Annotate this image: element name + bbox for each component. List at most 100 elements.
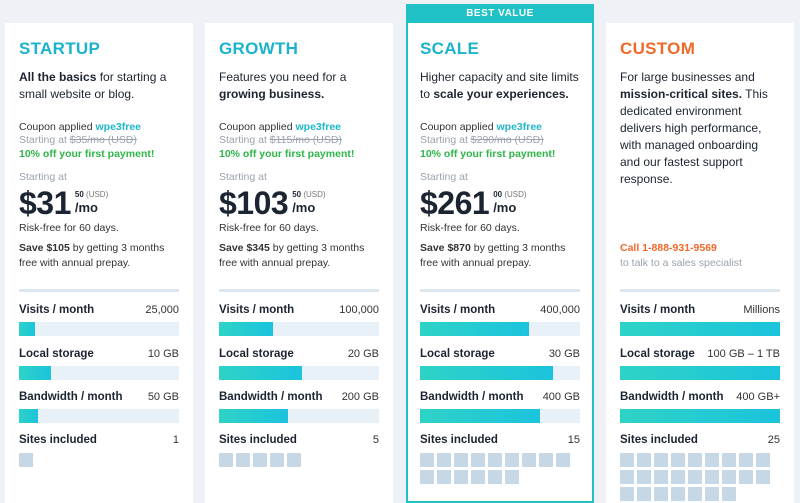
site-block [454,470,468,484]
price: $261 00 (USD) /mo [420,185,527,221]
original-price: Starting at $290/mo (USD) [420,134,544,146]
price: $31 50 (USD) /mo [19,185,109,221]
divider [219,289,379,292]
site-block [556,453,570,467]
plan-description: Features you need for a growing business… [219,70,347,101]
starting-at-label: Starting at [420,171,468,183]
site-block [654,487,668,501]
risk-free-text: Risk-free for 60 days. [19,222,119,234]
metric-bandwidth: Bandwidth / month 50 GB [19,391,179,423]
plan-name: CUSTOM [620,39,696,58]
site-block [420,453,434,467]
plan-card-startup: STARTUP All the basics for starting a sm… [5,23,193,503]
site-block [739,470,753,484]
site-block [722,453,736,467]
site-blocks [420,453,580,484]
annual-savings: Save $345 by getting 3 months free with … [219,242,365,269]
coupon-code: wpe3free [496,121,543,133]
metric-bar [19,366,179,380]
metric-bar [219,322,379,336]
site-block [620,453,634,467]
site-block [471,470,485,484]
phone-link[interactable]: Call 1-888-931-9569 [620,242,717,254]
metric-visits: Visits / month 25,000 [19,304,179,336]
plan-name: GROWTH [219,39,299,58]
site-block [505,453,519,467]
site-block [654,453,668,467]
site-block [505,470,519,484]
site-block [270,453,284,467]
site-blocks [19,453,179,467]
site-block [705,470,719,484]
metric-bar [219,409,379,423]
coupon-code: wpe3free [295,121,342,133]
risk-free-text: Risk-free for 60 days. [420,222,520,234]
site-block [637,453,651,467]
metric-storage: Local storage 10 GB [19,348,179,380]
metric-bar [620,322,780,336]
plan-name: SCALE [420,39,480,58]
original-price: Starting at $35/mo (USD) [19,134,137,146]
plan-name: STARTUP [19,39,101,58]
site-block [287,453,301,467]
metric-bar [420,322,580,336]
price: $103 50 (USD) /mo [219,185,326,221]
site-block [654,470,668,484]
metric-visits: Visits / month Millions [620,304,780,336]
original-price: Starting at $115/mo (USD) [219,134,342,146]
site-block [722,487,736,501]
metric-bar [420,409,580,423]
site-block [454,453,468,467]
site-block [437,453,451,467]
metric-bar [19,322,179,336]
site-block [488,470,502,484]
discount-text: 10% off your first payment! [19,148,155,160]
divider [19,289,179,292]
site-block [236,453,250,467]
site-block [620,470,634,484]
site-block [488,453,502,467]
site-block [756,470,770,484]
plan-card-custom: CUSTOM For large businesses and mission-… [606,23,794,503]
metric-storage: Local storage 30 GB [420,348,580,380]
site-block [420,470,434,484]
sales-contact: Call 1-888-931-9569 to talk to a sales s… [620,241,784,271]
metric-bandwidth: Bandwidth / month 400 GB [420,391,580,423]
plan-card-growth: GROWTH Features you need for a growing b… [205,23,393,503]
best-value-banner: BEST VALUE [406,4,594,23]
plan-description: All the basics for starting a small webs… [19,70,167,101]
site-block [637,487,651,501]
site-block [19,453,33,467]
coupon-code: wpe3free [95,121,142,133]
site-block [688,487,702,501]
metric-storage: Local storage 20 GB [219,348,379,380]
site-block [739,453,753,467]
risk-free-text: Risk-free for 60 days. [219,222,319,234]
plan-description: For large businesses and mission-critica… [620,70,768,186]
plan-card-scale: SCALE Higher capacity and site limits to… [406,23,594,503]
site-block [437,470,451,484]
site-block [705,453,719,467]
coupon-line: Coupon applied wpe3free [19,121,142,133]
metric-bar [620,366,780,380]
coupon-line: Coupon applied wpe3free [219,121,342,133]
starting-at-label: Starting at [19,171,67,183]
coupon-line: Coupon applied wpe3free [420,121,543,133]
metric-visits: Visits / month 400,000 [420,304,580,336]
site-blocks [620,453,780,501]
site-block [471,453,485,467]
site-block [756,453,770,467]
metric-sites: Sites included 25 [620,434,780,501]
site-block [637,470,651,484]
site-block [522,453,536,467]
site-blocks [219,453,379,467]
site-block [722,470,736,484]
site-block [671,453,685,467]
metric-sites: Sites included 1 [19,434,179,467]
plan-description: Higher capacity and site limits to scale… [420,70,579,101]
discount-text: 10% off your first payment! [420,148,556,160]
metric-bar [420,366,580,380]
metric-bar [620,409,780,423]
annual-savings: Save $105 by getting 3 months free with … [19,242,165,269]
site-block [671,470,685,484]
